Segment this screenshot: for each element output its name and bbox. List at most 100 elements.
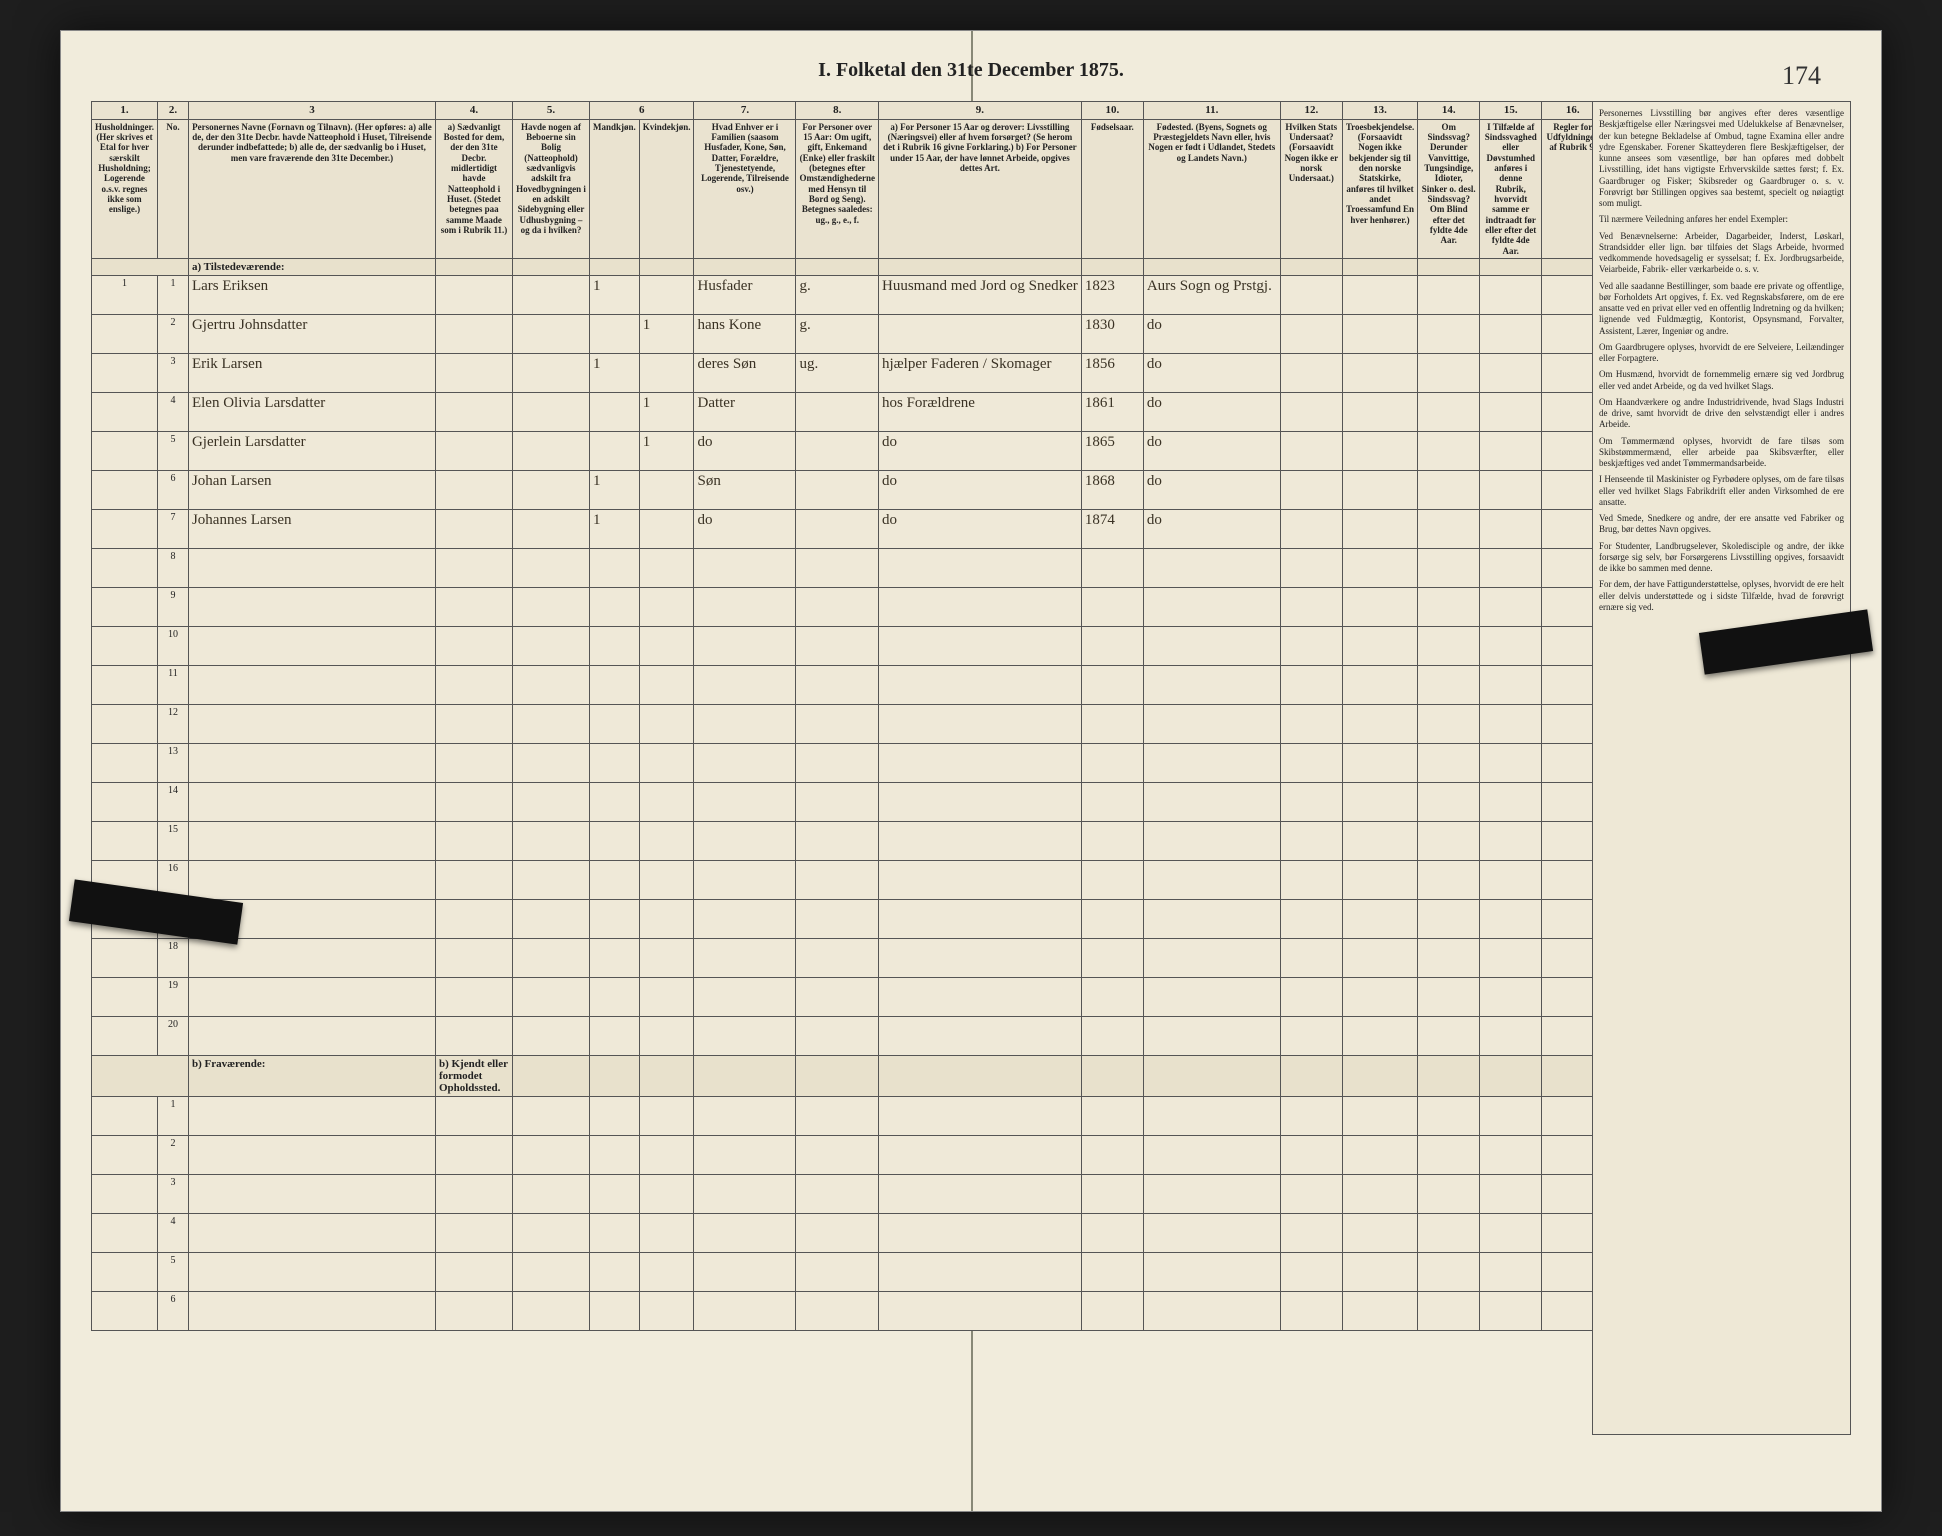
empty-cell — [512, 744, 589, 783]
empty-cell — [796, 1253, 879, 1292]
empty-cell — [1143, 822, 1280, 861]
empty-cell — [1480, 861, 1542, 900]
empty-cell — [1280, 978, 1342, 1017]
empty-cell — [92, 705, 158, 744]
cell — [92, 471, 158, 510]
empty-cell — [589, 1175, 639, 1214]
empty-cell — [879, 588, 1082, 627]
empty-cell — [1342, 1214, 1417, 1253]
empty-cell — [1081, 1017, 1143, 1056]
cell — [1418, 315, 1480, 354]
cell: 1 — [589, 354, 639, 393]
empty-cell — [639, 1214, 694, 1253]
rules-p: Om Haandværkere og andre Industridrivend… — [1599, 397, 1844, 431]
empty-cell: 13 — [157, 744, 188, 783]
empty-cell — [1418, 1214, 1480, 1253]
empty-cell — [879, 1292, 1082, 1331]
empty-cell — [796, 549, 879, 588]
empty-cell: 20 — [157, 1017, 188, 1056]
cell — [92, 432, 158, 471]
empty-cell — [512, 978, 589, 1017]
empty-cell — [879, 861, 1082, 900]
empty-cell — [512, 705, 589, 744]
person-name: Gjerlein Larsdatter — [188, 432, 435, 471]
empty-cell — [694, 627, 796, 666]
empty-cell — [1081, 1214, 1143, 1253]
cell — [1342, 471, 1417, 510]
empty-cell — [639, 939, 694, 978]
empty-cell — [435, 1136, 512, 1175]
empty-cell — [1081, 705, 1143, 744]
section-absent: b) Fraværende: — [188, 1056, 435, 1097]
empty-cell — [879, 1017, 1082, 1056]
empty-cell — [1342, 744, 1417, 783]
page-title: I. Folketal den 31te December 1875. — [818, 59, 1124, 82]
empty-cell — [694, 1017, 796, 1056]
empty-cell — [879, 627, 1082, 666]
empty-cell — [796, 1097, 879, 1136]
empty-cell — [1081, 588, 1143, 627]
empty-cell — [92, 627, 158, 666]
cell — [1480, 393, 1542, 432]
empty-cell — [589, 705, 639, 744]
empty-cell — [879, 1214, 1082, 1253]
cell — [1418, 471, 1480, 510]
empty-cell — [512, 1214, 589, 1253]
cell — [1280, 471, 1342, 510]
empty-cell — [188, 861, 435, 900]
empty-cell — [1143, 705, 1280, 744]
empty-cell — [1342, 1136, 1417, 1175]
empty-cell — [589, 1253, 639, 1292]
col-number: 9. — [879, 102, 1082, 120]
empty-cell — [1280, 1214, 1342, 1253]
cell: Aurs Sogn og Prstgj. — [1143, 276, 1280, 315]
rules-p: Ved Smede, Snedkere og andre, der ere an… — [1599, 513, 1844, 536]
empty-cell — [188, 978, 435, 1017]
empty-cell — [512, 1136, 589, 1175]
empty-cell — [1081, 666, 1143, 705]
empty-cell — [1081, 939, 1143, 978]
empty-cell — [1280, 900, 1342, 939]
empty-cell — [1143, 1017, 1280, 1056]
empty-cell — [879, 783, 1082, 822]
empty-cell — [188, 822, 435, 861]
empty-cell — [639, 666, 694, 705]
empty-cell — [92, 588, 158, 627]
empty-cell: 19 — [157, 978, 188, 1017]
empty-cell — [1480, 705, 1542, 744]
rules-p: Ved alle saadanne Bestillinger, som baad… — [1599, 281, 1844, 337]
cell: 1 — [157, 276, 188, 315]
empty-cell — [435, 939, 512, 978]
empty-cell — [694, 939, 796, 978]
cell: 1 — [589, 276, 639, 315]
empty-cell — [879, 549, 1082, 588]
cell — [1342, 432, 1417, 471]
empty-cell — [1342, 1253, 1417, 1292]
empty-cell — [435, 783, 512, 822]
cell: do — [1143, 432, 1280, 471]
empty-cell — [1280, 861, 1342, 900]
empty-cell — [879, 1136, 1082, 1175]
empty-cell — [694, 549, 796, 588]
empty-cell — [796, 822, 879, 861]
cell — [1342, 510, 1417, 549]
empty-cell — [435, 705, 512, 744]
empty-cell — [796, 1017, 879, 1056]
empty-cell — [639, 1292, 694, 1331]
empty-cell — [639, 744, 694, 783]
empty-cell — [188, 549, 435, 588]
empty-cell — [796, 705, 879, 744]
empty-cell — [1143, 1214, 1280, 1253]
empty-cell — [1143, 549, 1280, 588]
empty-cell — [1418, 627, 1480, 666]
empty-cell — [1342, 861, 1417, 900]
col-number: 15. — [1480, 102, 1542, 120]
empty-cell: 9 — [157, 588, 188, 627]
cell — [639, 354, 694, 393]
empty-cell — [589, 783, 639, 822]
col-number: 14. — [1418, 102, 1480, 120]
empty-cell — [512, 666, 589, 705]
empty-cell — [435, 1175, 512, 1214]
empty-cell — [1143, 627, 1280, 666]
empty-cell — [1342, 978, 1417, 1017]
